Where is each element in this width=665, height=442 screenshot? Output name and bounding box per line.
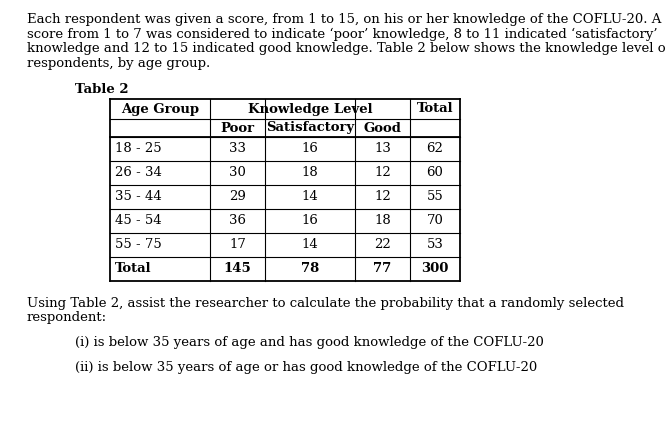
Text: knowledge and 12 to 15 indicated good knowledge. Table 2 below shows the knowled: knowledge and 12 to 15 indicated good kn… <box>27 42 665 55</box>
Text: 16: 16 <box>301 142 319 156</box>
Text: Using Table 2, assist the researcher to calculate the probability that a randoml: Using Table 2, assist the researcher to … <box>27 297 624 310</box>
Text: 35 - 44: 35 - 44 <box>115 191 162 203</box>
Text: 53: 53 <box>426 239 444 251</box>
Text: 12: 12 <box>374 167 391 179</box>
Text: (ii) is below 35 years of age or has good knowledge of the COFLU-20: (ii) is below 35 years of age or has goo… <box>75 361 537 373</box>
Text: 26 - 34: 26 - 34 <box>115 167 162 179</box>
Text: Each respondent was given a score, from 1 to 15, on his or her knowledge of the : Each respondent was given a score, from … <box>27 13 662 26</box>
Text: 13: 13 <box>374 142 391 156</box>
Text: Age Group: Age Group <box>121 103 199 115</box>
Text: Table 2: Table 2 <box>75 83 128 96</box>
Text: 17: 17 <box>229 239 246 251</box>
Text: 22: 22 <box>374 239 391 251</box>
Text: 33: 33 <box>229 142 246 156</box>
Text: 14: 14 <box>302 239 319 251</box>
Text: 12: 12 <box>374 191 391 203</box>
Text: Poor: Poor <box>220 122 255 134</box>
Text: 70: 70 <box>426 214 444 228</box>
Text: 55: 55 <box>427 191 444 203</box>
Text: 18: 18 <box>374 214 391 228</box>
Text: 78: 78 <box>301 263 319 275</box>
Text: 60: 60 <box>426 167 444 179</box>
Text: 45 - 54: 45 - 54 <box>115 214 162 228</box>
Text: score from 1 to 7 was considered to indicate ‘poor’ knowledge, 8 to 11 indicated: score from 1 to 7 was considered to indi… <box>27 27 658 41</box>
Text: respondents, by age group.: respondents, by age group. <box>27 57 210 69</box>
Text: 36: 36 <box>229 214 246 228</box>
Text: 16: 16 <box>301 214 319 228</box>
Text: 62: 62 <box>426 142 444 156</box>
Text: 300: 300 <box>422 263 449 275</box>
Text: Satisfactory: Satisfactory <box>266 122 354 134</box>
Text: respondent:: respondent: <box>27 312 107 324</box>
Text: 55 - 75: 55 - 75 <box>115 239 162 251</box>
Text: Total: Total <box>115 263 152 275</box>
Text: 18 - 25: 18 - 25 <box>115 142 162 156</box>
Text: Good: Good <box>364 122 402 134</box>
Text: 30: 30 <box>229 167 246 179</box>
Text: 29: 29 <box>229 191 246 203</box>
Text: (i) is below 35 years of age and has good knowledge of the COFLU-20: (i) is below 35 years of age and has goo… <box>75 336 544 349</box>
Text: 77: 77 <box>373 263 392 275</box>
Text: 18: 18 <box>302 167 319 179</box>
Text: 14: 14 <box>302 191 319 203</box>
Text: Knowledge Level: Knowledge Level <box>247 103 372 115</box>
Text: 145: 145 <box>223 263 251 275</box>
Text: Total: Total <box>417 103 454 115</box>
